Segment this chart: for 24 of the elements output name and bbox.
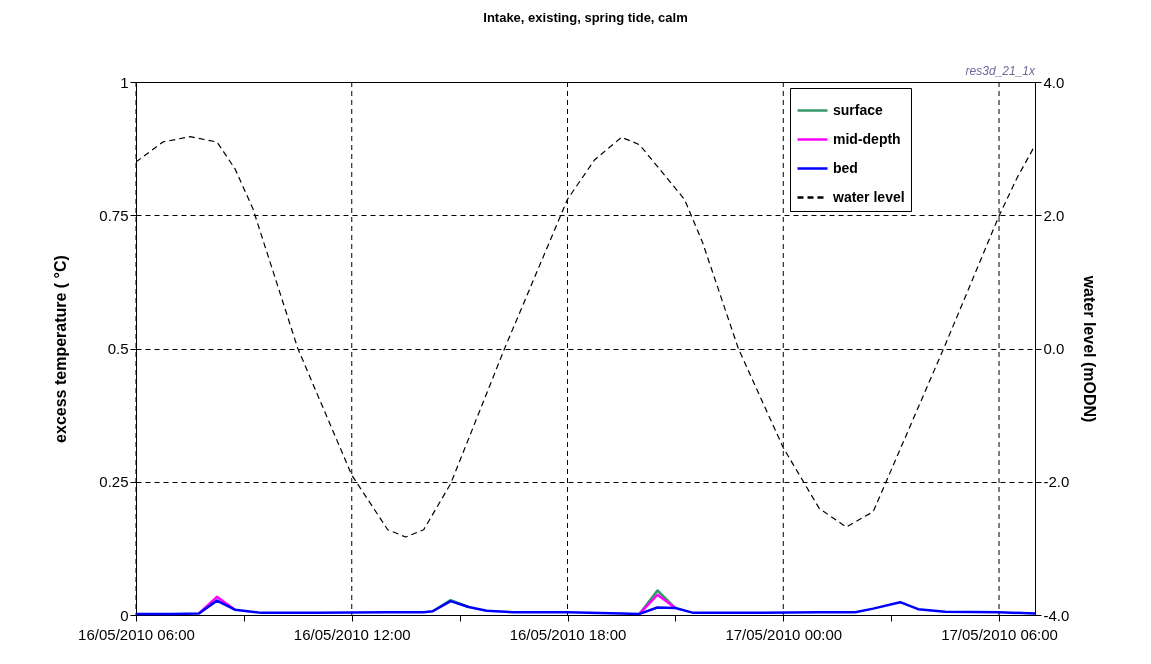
chart-title: Intake, existing, spring tide, calm (483, 10, 688, 25)
legend-label: water level (832, 188, 905, 205)
y-tick-label: 0 (120, 606, 129, 624)
x-tick-label: 16/05/2010 12:00 (293, 625, 411, 643)
text: res3d_21_1x (965, 64, 1036, 78)
line-series (134, 599, 1037, 616)
legend-label: surface (833, 101, 884, 118)
y2-tick-label: 0.0 (1043, 340, 1065, 357)
legend-label: bed (833, 159, 858, 176)
y-tick-label: 0.25 (99, 473, 129, 491)
legend-label: mid-depth (833, 130, 901, 147)
y2-tick-label: -4.0 (1043, 606, 1070, 624)
y2-tick-label: 2.0 (1043, 206, 1065, 224)
x-tick-label: 17/05/2010 00:00 (725, 625, 843, 643)
y-tick-label: 0.5 (107, 340, 129, 357)
y2-axis-title: water level (mODN) (1081, 274, 1099, 423)
y-tick-label: 0.75 (99, 206, 129, 224)
x-tick-label: 16/05/2010 18:00 (509, 625, 627, 643)
y-tick-label: 1 (120, 73, 129, 91)
x-tick-label: 16/05/2010 06:00 (78, 625, 195, 643)
y2-tick-label: 4.0 (1043, 73, 1065, 91)
y-axis-title: excess temperature ( °C) (52, 255, 70, 443)
y2-tick-label: -2.0 (1043, 473, 1070, 491)
x-tick-label: 17/05/2010 06:00 (941, 625, 1058, 643)
